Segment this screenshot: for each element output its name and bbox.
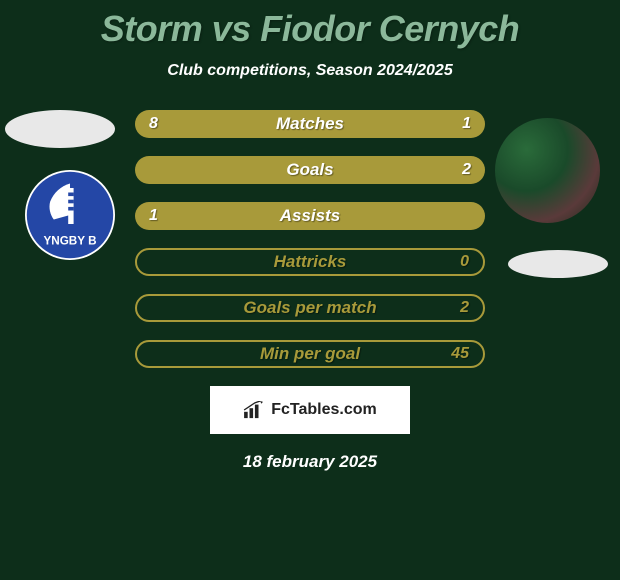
bar-row-min-per-goal: Min per goal 45 [135,340,485,368]
bar-label: Assists [135,202,485,230]
bar-label: Matches [135,110,485,138]
club-badge-icon: YNGBY B [25,170,115,260]
bar-label: Goals [135,156,485,184]
player-right-avatar [495,118,600,223]
branding-text: FcTables.com [271,401,377,419]
player-left-avatar [5,110,115,148]
bar-row-goals-per-match: Goals per match 2 [135,294,485,322]
player-left-club-badge: YNGBY B [25,170,115,260]
bar-label: Min per goal [137,342,483,366]
chart-icon [243,401,265,419]
bar-row-goals: Goals 2 [135,156,485,184]
bar-label: Goals per match [137,296,483,320]
club-badge-text: YNGBY B [43,235,96,248]
bar-label: Hattricks [137,250,483,274]
branding-box: FcTables.com [210,386,410,434]
page-title: Storm vs Fiodor Cernych [0,0,620,50]
bar-val-right: 0 [460,250,469,274]
player-right-club-badge [508,250,608,278]
comparison-bars: 8 Matches 1 Goals 2 1 Assists Hattricks … [135,110,485,368]
bar-val-right: 45 [451,342,469,366]
bar-val-right: 1 [462,110,471,138]
comparison-area: YNGBY B 8 Matches 1 Goals 2 1 Assists Ha… [0,110,620,472]
bar-val-right: 2 [460,296,469,320]
bar-row-hattricks: Hattricks 0 [135,248,485,276]
bar-row-matches: 8 Matches 1 [135,110,485,138]
date-text: 18 february 2025 [0,452,620,472]
bar-val-right: 2 [462,156,471,184]
page-subtitle: Club competitions, Season 2024/2025 [0,62,620,80]
bar-row-assists: 1 Assists [135,202,485,230]
